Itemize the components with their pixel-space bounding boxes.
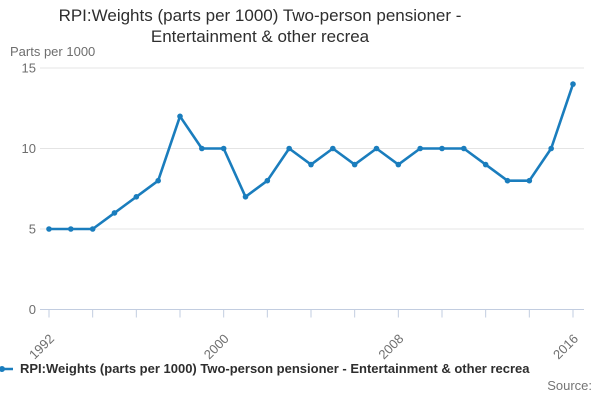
data-point-marker <box>264 177 271 184</box>
data-point-marker <box>548 145 554 152</box>
y-tick-label: 5 <box>29 222 36 237</box>
data-point-marker <box>220 145 227 152</box>
chart-title: RPI:Weights (parts per 1000) Two-person … <box>10 5 510 47</box>
data-point-marker <box>482 161 489 168</box>
data-point-marker <box>308 161 314 168</box>
data-point-marker <box>504 177 511 184</box>
data-point-marker <box>177 113 183 120</box>
chart-title-line2: Entertainment & other recrea <box>150 27 370 46</box>
data-point-marker <box>242 194 249 200</box>
data-point-marker <box>351 161 358 168</box>
data-point-marker <box>439 145 445 152</box>
data-point-marker <box>68 226 74 232</box>
legend-line-marker-icon <box>0 365 13 372</box>
data-point-marker <box>570 81 576 87</box>
data-point-marker <box>155 177 161 184</box>
data-point-marker <box>46 226 52 232</box>
data-line <box>47 82 575 231</box>
legend-series-label: RPI:Weights (parts per 1000) Two-person … <box>20 361 530 376</box>
y-tick-label: 10 <box>22 141 36 156</box>
x-tick-label: 2008 <box>375 331 406 362</box>
data-point-marker <box>417 145 423 152</box>
data-point-marker <box>330 145 336 152</box>
y-axis-unit-label: Parts per 1000 <box>10 44 96 59</box>
data-point-marker <box>199 145 205 152</box>
data-point-marker <box>526 177 533 184</box>
x-tick-label: 1992 <box>26 331 57 362</box>
data-point-marker <box>286 145 292 152</box>
x-tick-label: 2016 <box>550 331 581 362</box>
data-point-marker <box>89 226 96 232</box>
chart-title-line1: RPI:Weights (parts per 1000) Two-person … <box>58 6 462 25</box>
legend: RPI:Weights (parts per 1000) Two-person … <box>0 361 600 376</box>
data-point-marker <box>461 145 467 152</box>
y-tick-label: 0 <box>29 302 36 317</box>
data-point-marker <box>111 210 118 216</box>
x-tick-label: 2000 <box>201 331 232 362</box>
data-point-marker <box>395 161 402 168</box>
data-point-marker <box>373 145 380 152</box>
data-point-marker <box>133 194 140 200</box>
y-tick-label: 15 <box>22 61 36 76</box>
source-label: Source: <box>547 378 592 393</box>
